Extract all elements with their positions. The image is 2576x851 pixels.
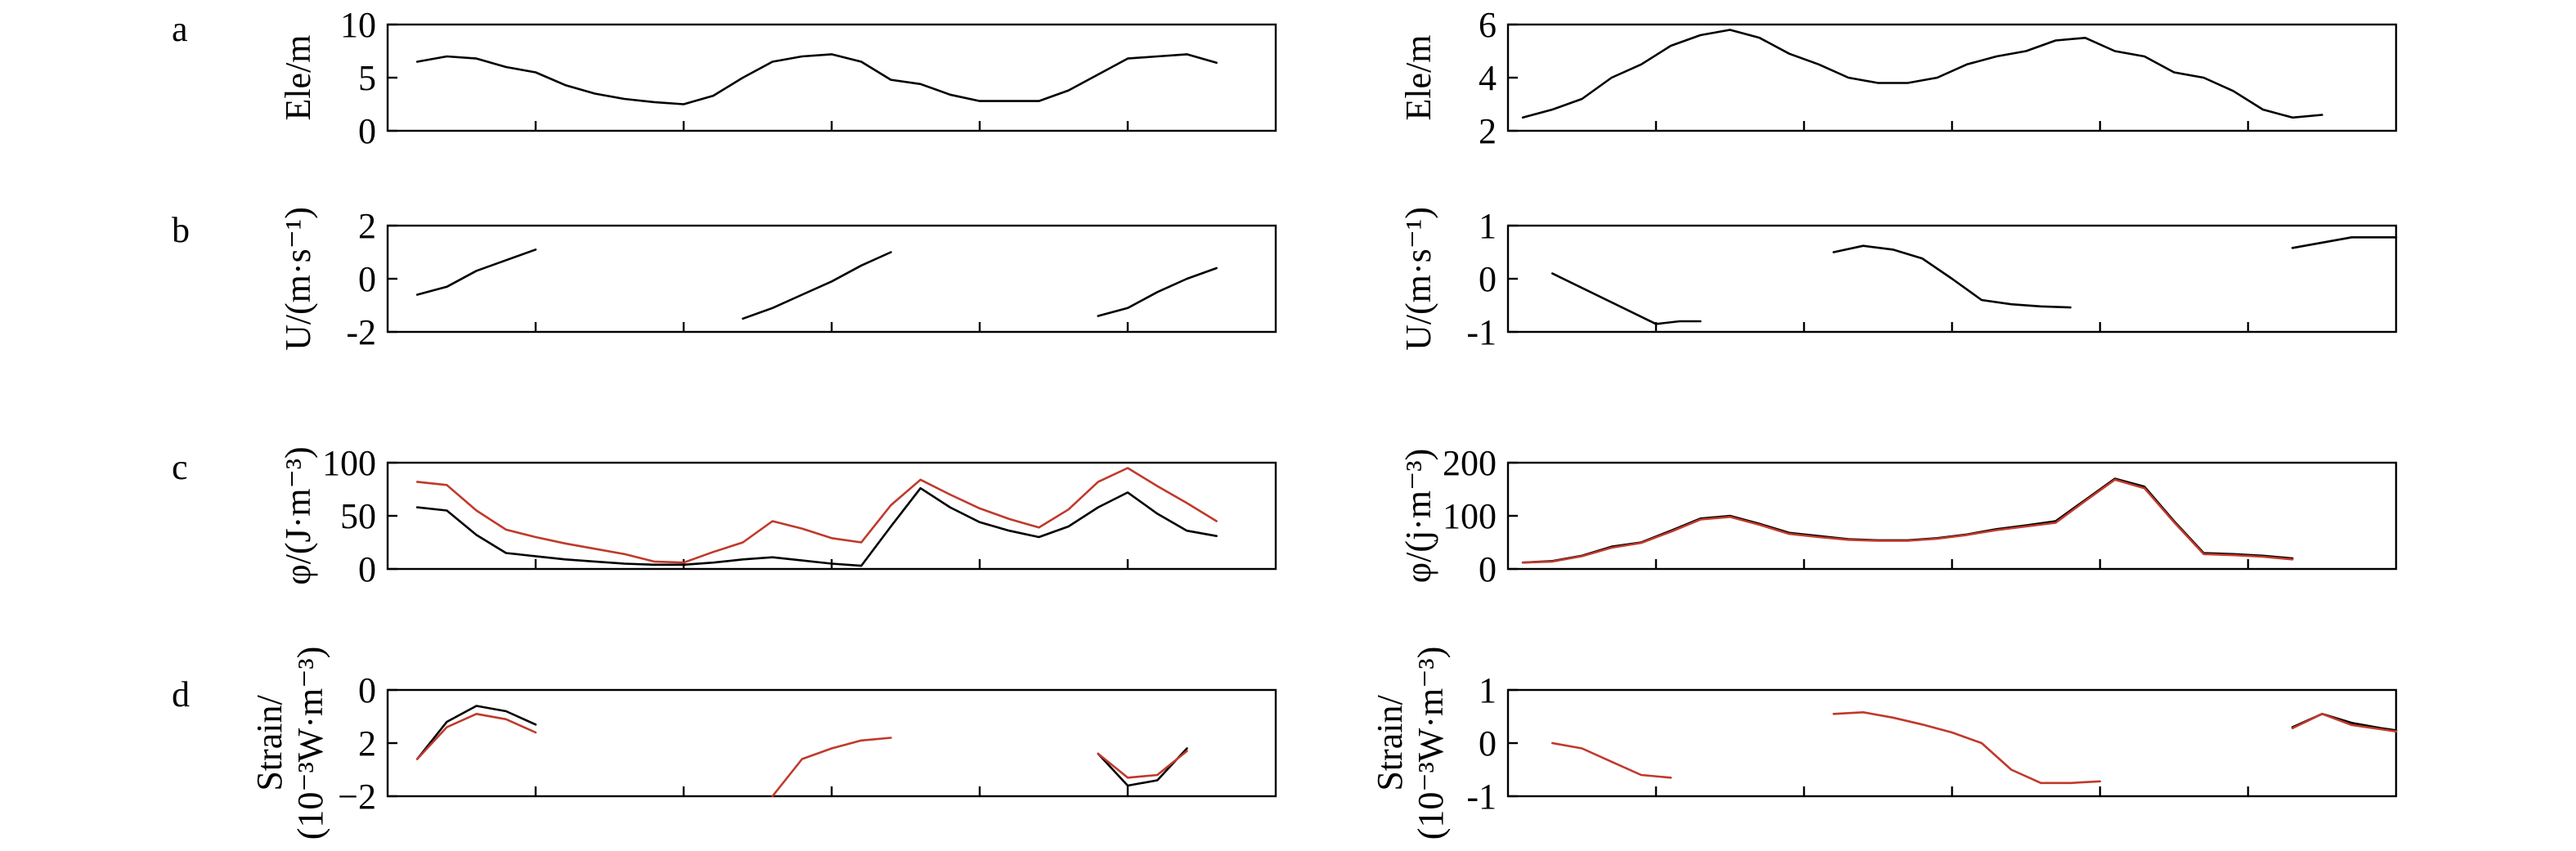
series-line-black	[415, 705, 537, 760]
y-axis-label: φ/(J·m⁻³)	[278, 446, 318, 585]
y-tick-label: 0	[1479, 549, 1497, 589]
plot-frame	[1506, 461, 2398, 571]
y-tick-label: 0	[1479, 723, 1497, 764]
y-tick-label: 1	[1479, 670, 1497, 710]
series-line-black	[1832, 244, 2072, 309]
y-axis-label: Ele/m	[278, 34, 318, 120]
y-axis-label: Strain/(10⁻³W·m⁻³)	[249, 647, 330, 840]
chart-panel-2: -2 0 2 U/(m·s⁻¹) b	[172, 206, 1277, 352]
chart-panel-3: -1 0 1 U/(m·s⁻¹)	[1398, 206, 2398, 352]
y-tick-label: 0	[358, 259, 376, 299]
plot-frame	[1506, 23, 2398, 132]
series-line-red	[2291, 712, 2398, 733]
y-tick-label: 0	[1479, 259, 1497, 299]
y-tick-label: 0	[358, 111, 376, 151]
y-axis-label: Strain/(10⁻³W·m⁻³)	[1370, 647, 1451, 840]
y-tick-label: −2	[338, 777, 376, 817]
series-line-red	[1097, 750, 1188, 779]
chart-panel-1: 2 4 6 Ele/m	[1398, 5, 2398, 151]
y-tick-label: 2	[358, 206, 376, 246]
chart-panel-0: 0 5 10 Ele/m a	[172, 5, 1277, 151]
series-line-black	[1097, 747, 1188, 787]
y-axis-label: U/(m·s⁻¹)	[278, 207, 318, 351]
series-line-red	[1832, 710, 2102, 785]
y-tick-label: 50	[340, 496, 376, 536]
y-tick-label: 100	[1443, 496, 1497, 536]
y-tick-label: 6	[1479, 5, 1497, 45]
y-tick-label: 2	[1479, 111, 1497, 151]
plot-frame	[1506, 688, 2398, 798]
y-tick-label: 5	[358, 58, 376, 98]
series-line-black	[415, 248, 537, 296]
y-axis-label: U/(m·s⁻¹)	[1398, 207, 1438, 351]
chart-panel-7: 1 0 -1 Strain/(10⁻³W·m⁻³)	[1370, 647, 2398, 840]
series-line-black	[1521, 477, 2294, 564]
series-line-black	[1551, 272, 1702, 325]
y-axis-label: Ele/m	[1398, 34, 1438, 120]
series-line-black	[415, 53, 1218, 105]
plot-frame	[386, 461, 1277, 571]
y-tick-label: 2	[358, 723, 376, 764]
y-tick-label: -1	[1466, 777, 1497, 817]
plot-frame	[386, 224, 1277, 334]
panel-letter: d	[172, 674, 190, 714]
panel-letter: b	[172, 210, 190, 250]
plot-frame	[386, 23, 1277, 132]
y-tick-label: 0	[358, 549, 376, 589]
series-line-black	[415, 486, 1218, 567]
y-tick-label: -1	[1466, 312, 1497, 352]
panel-letter: a	[172, 9, 188, 49]
y-tick-label: 4	[1479, 58, 1497, 98]
panel-letter: c	[172, 447, 188, 487]
series-line-black	[2291, 235, 2398, 249]
series-line-black	[1521, 29, 2323, 119]
y-tick-label: 1	[1479, 206, 1497, 246]
y-tick-label: -2	[346, 312, 376, 352]
plot-frame	[386, 688, 1277, 798]
y-tick-label: 200	[1443, 443, 1497, 483]
series-line-black	[742, 251, 892, 320]
series-line-red	[415, 712, 537, 760]
series-line-black	[1097, 266, 1218, 317]
y-tick-label: 10	[340, 5, 376, 45]
series-line-red	[1551, 741, 1672, 779]
series-line-red	[1521, 478, 2294, 564]
y-tick-label: 100	[322, 443, 376, 483]
series-line-red	[415, 467, 1218, 564]
y-tick-label: 0	[358, 670, 376, 710]
series-line-red	[771, 737, 892, 798]
y-axis-label: φ/(j·m⁻³)	[1398, 449, 1438, 583]
